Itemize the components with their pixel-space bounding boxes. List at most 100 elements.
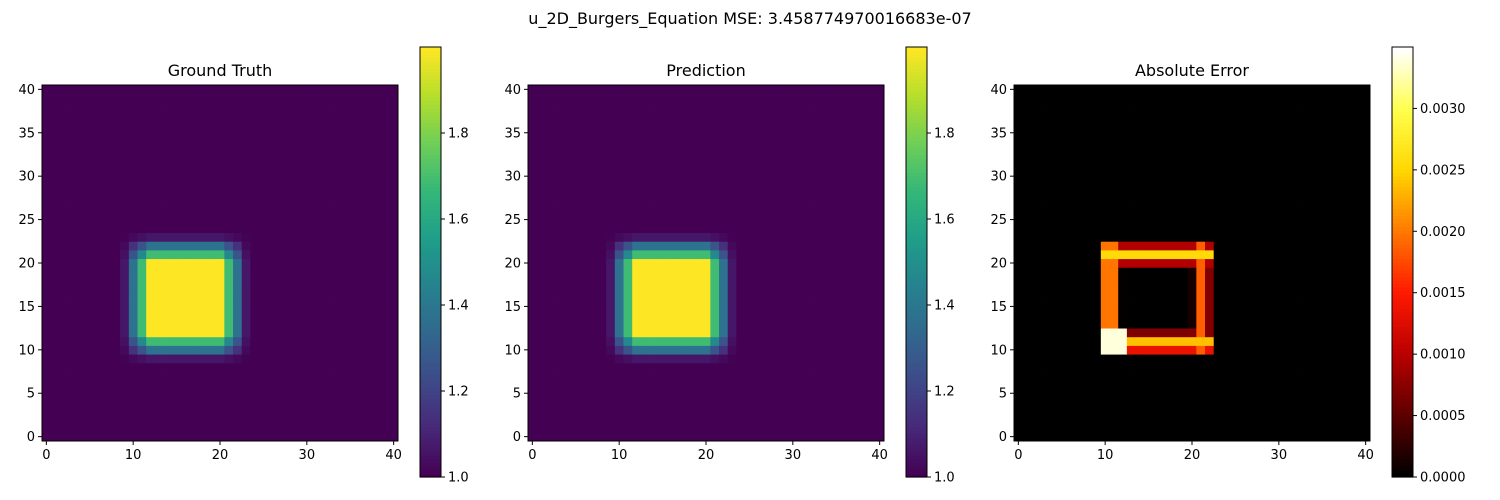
colorbar-segment <box>420 90 441 95</box>
heatmap-cell <box>649 414 659 425</box>
heatmap-cell <box>120 414 130 425</box>
heatmap-cell <box>675 85 685 95</box>
heatmap-cell <box>1222 284 1232 294</box>
colorbar-segment <box>420 473 441 478</box>
heatmap-cell <box>371 128 382 138</box>
heatmap-cell <box>85 432 95 442</box>
heatmap-cell <box>302 284 312 294</box>
heatmap-cell <box>528 328 538 338</box>
heatmap-cell <box>1031 189 1041 199</box>
heatmap-cell <box>536 171 546 181</box>
heatmap-cell <box>76 128 86 138</box>
colorbar-segment <box>420 312 441 317</box>
heatmap-cell <box>76 163 86 173</box>
heatmap-cell <box>1092 319 1102 329</box>
heatmap-cell <box>241 380 251 390</box>
heatmap-cell <box>94 380 104 390</box>
colorbar-segment <box>420 416 441 421</box>
heatmap-cell <box>1031 249 1041 260</box>
heatmap-cell <box>1118 406 1128 416</box>
colorbar-segment <box>420 222 441 227</box>
heatmap-cell <box>606 93 616 103</box>
heatmap-cell <box>328 163 338 173</box>
heatmap-cell <box>250 388 260 398</box>
heatmap-cell <box>319 119 329 129</box>
heatmap-cell <box>614 241 624 251</box>
heatmap-cell <box>788 119 798 129</box>
heatmap-cell <box>580 85 590 95</box>
heatmap-cell <box>1040 197 1050 207</box>
heatmap-cell <box>172 137 182 147</box>
heatmap-cell <box>623 111 633 121</box>
heatmap-cell <box>1335 310 1345 320</box>
heatmap-cell <box>1083 258 1093 268</box>
heatmap-cell <box>528 310 538 320</box>
heatmap-cell <box>614 102 624 112</box>
heatmap-cell <box>632 93 642 103</box>
heatmap-cell <box>536 371 546 381</box>
heatmap-cell <box>128 328 138 338</box>
heatmap-cell <box>302 276 312 286</box>
heatmap-cell <box>259 171 269 181</box>
heatmap-cell <box>649 293 659 303</box>
heatmap-cell <box>102 397 112 407</box>
heatmap-cell <box>762 137 772 147</box>
heatmap-cell <box>875 362 885 372</box>
heatmap-cell <box>224 189 234 199</box>
heatmap-cell <box>788 284 798 294</box>
heatmap-cell <box>753 345 763 355</box>
heatmap-cell <box>1178 302 1189 312</box>
heatmap-cell <box>1144 328 1154 338</box>
colorbar-segment <box>906 297 927 303</box>
heatmap-cell <box>189 137 199 147</box>
heatmap-cell <box>857 414 868 425</box>
heatmap-cell <box>1014 319 1024 329</box>
heatmap-cell <box>554 232 564 242</box>
heatmap-cell <box>727 189 737 199</box>
heatmap-cell <box>1309 302 1319 312</box>
heatmap-cell <box>710 180 720 190</box>
heatmap-cell <box>1196 380 1206 390</box>
heatmap-cell <box>311 336 321 346</box>
heatmap-cell <box>1040 293 1050 303</box>
heatmap-cell <box>1222 388 1232 398</box>
heatmap-cell <box>857 423 868 433</box>
heatmap-cell <box>345 423 355 433</box>
heatmap-cell <box>666 102 677 112</box>
heatmap-cell <box>224 423 234 433</box>
panel-title-ground-truth: Ground Truth <box>168 61 273 80</box>
heatmap-cell <box>102 258 112 268</box>
heatmap-cell <box>380 111 390 121</box>
heatmap-cell <box>1048 223 1058 234</box>
heatmap-cell <box>224 310 234 320</box>
heatmap-cell <box>1074 354 1084 364</box>
heatmap-cell <box>163 423 173 433</box>
heatmap-cell <box>128 302 138 312</box>
heatmap-cell <box>580 171 590 181</box>
heatmap-cell <box>154 414 164 425</box>
heatmap-cell <box>545 145 555 155</box>
heatmap-cell <box>1239 380 1249 390</box>
heatmap-cell <box>233 180 243 190</box>
heatmap-cell <box>536 145 546 155</box>
heatmap-cell <box>623 163 633 173</box>
heatmap-cell <box>1118 388 1128 398</box>
heatmap-cell <box>675 128 685 138</box>
heatmap-cell <box>224 102 234 112</box>
heatmap-cell <box>1361 171 1371 181</box>
heatmap-cell <box>588 388 598 398</box>
colorbar-segment <box>906 82 927 88</box>
heatmap-cell <box>1300 354 1310 364</box>
heatmap-cell <box>172 302 182 312</box>
heatmap-cell <box>137 423 147 433</box>
heatmap-cell <box>1283 232 1293 242</box>
heatmap-cell <box>224 371 234 381</box>
heatmap-cell <box>354 206 364 216</box>
heatmap-cell <box>215 293 225 303</box>
heatmap-cell <box>684 414 694 425</box>
heatmap-cell <box>571 197 581 207</box>
heatmap-cell <box>1100 249 1110 260</box>
colorbar-segment <box>906 276 927 281</box>
heatmap-cell <box>745 111 755 121</box>
absolute-error-heatmap <box>1014 85 1371 442</box>
